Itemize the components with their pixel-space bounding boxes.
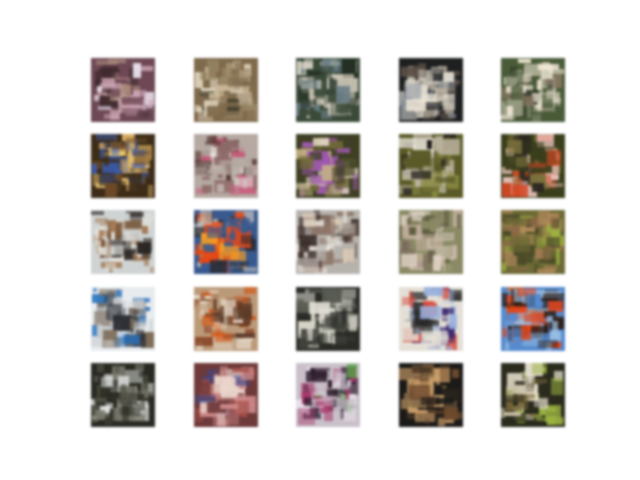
sample-r4-c3 <box>296 287 360 351</box>
sample-r1-c1 <box>91 58 155 122</box>
sample-r4-c5 <box>501 287 565 351</box>
sample-r1-c5 <box>501 58 565 122</box>
sample-r2-c4 <box>399 134 463 198</box>
sample-r3-c1 <box>91 210 155 274</box>
sample-r2-c2 <box>194 134 258 198</box>
sample-r5-c1 <box>91 363 155 427</box>
sample-r4-c1 <box>91 287 155 351</box>
sample-r2-c3 <box>296 134 360 198</box>
sample-r5-c4 <box>399 363 463 427</box>
sample-r2-c5 <box>501 134 565 198</box>
sample-r1-c3 <box>296 58 360 122</box>
sample-r5-c3 <box>296 363 360 427</box>
sample-r5-c5 <box>501 363 565 427</box>
sample-r1-c4 <box>399 58 463 122</box>
sample-r3-c3 <box>296 210 360 274</box>
sample-r5-c2 <box>194 363 258 427</box>
sample-r3-c2 <box>194 210 258 274</box>
sample-r4-c2 <box>194 287 258 351</box>
sample-r2-c1 <box>91 134 155 198</box>
sample-r3-c4 <box>399 210 463 274</box>
sample-r1-c2 <box>194 58 258 122</box>
sample-r3-c5 <box>501 210 565 274</box>
sample-r4-c4 <box>399 287 463 351</box>
